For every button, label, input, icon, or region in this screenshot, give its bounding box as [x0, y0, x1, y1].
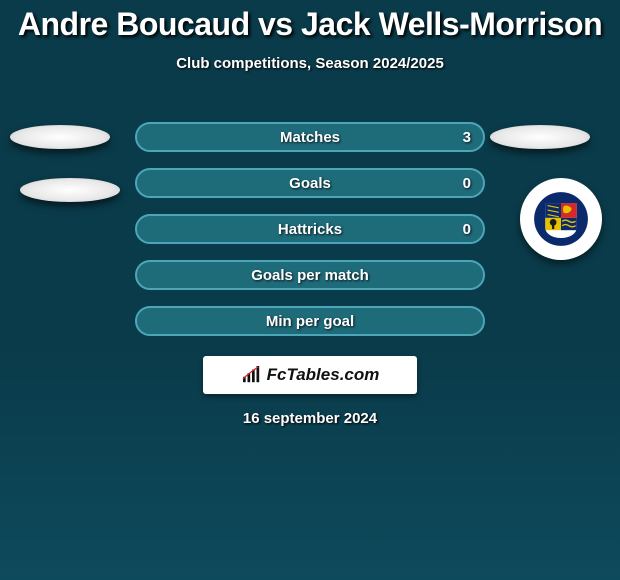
crest-icon — [533, 191, 589, 247]
stat-bar-hattricks: Hattricks 0 — [135, 214, 485, 244]
stat-label: Min per goal — [266, 313, 354, 330]
comparison-infographic: Andre Boucaud vs Jack Wells-Morrison Clu… — [0, 0, 620, 580]
subtitle: Club competitions, Season 2024/2025 — [0, 55, 620, 72]
source-badge: FcTables.com — [203, 356, 417, 394]
source-badge-text: FcTables.com — [267, 365, 380, 385]
stat-label: Goals per match — [251, 267, 369, 284]
stat-value-right: 0 — [463, 175, 471, 192]
stat-label: Hattricks — [278, 221, 342, 238]
stat-bar-matches: Matches 3 — [135, 122, 485, 152]
stat-label: Matches — [280, 129, 340, 146]
stat-bar-goals-per-match: Goals per match — [135, 260, 485, 290]
stat-bars: Matches 3 Goals 0 Hattricks 0 Goals per … — [135, 122, 485, 352]
stat-bar-goals: Goals 0 — [135, 168, 485, 198]
stat-value-right: 0 — [463, 221, 471, 238]
date-text: 16 september 2024 — [0, 410, 620, 427]
player-right-marker — [490, 125, 590, 149]
player-left-marker-1 — [10, 125, 110, 149]
player-left-marker-2 — [20, 178, 120, 202]
stat-bar-min-per-goal: Min per goal — [135, 306, 485, 336]
bar-chart-icon — [241, 366, 263, 384]
stat-label: Goals — [289, 175, 331, 192]
club-crest — [520, 178, 602, 260]
page-title: Andre Boucaud vs Jack Wells-Morrison — [0, 0, 620, 43]
stat-value-right: 3 — [463, 129, 471, 146]
